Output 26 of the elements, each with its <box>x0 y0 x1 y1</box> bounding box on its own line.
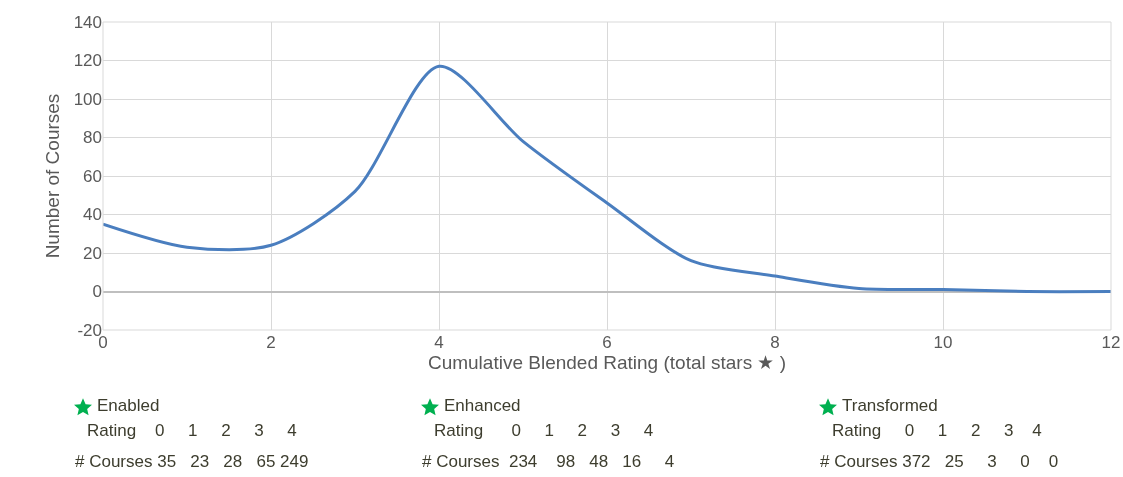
y-tick-label: 60 <box>83 166 102 186</box>
x-tick-label: 4 <box>434 333 444 352</box>
text: Transformed <box>842 396 938 416</box>
line-series <box>103 64 1111 294</box>
y-tick-label: 40 <box>83 205 102 225</box>
x-tick-label: 8 <box>770 333 780 352</box>
text: Rating 0 1 2 3 4 <box>434 421 654 441</box>
text: Enhanced <box>444 396 521 416</box>
y-tick-label: 80 <box>83 128 102 148</box>
y-axis-title: Number of Courses <box>42 93 64 259</box>
y-tick-label: 20 <box>83 243 102 263</box>
x-tick-label: 2 <box>266 333 276 352</box>
text: Rating 0 1 2 3 4 <box>832 421 1042 441</box>
x-tick-label: 12 <box>1101 333 1121 352</box>
text: # Courses 234 98 48 16 4 <box>422 452 675 472</box>
x-tick-label: 10 <box>933 333 953 352</box>
y-tick-label: 100 <box>73 89 102 109</box>
y-tick-label: 120 <box>73 51 102 71</box>
x-axis-title: Cumulative Blended Rating (total stars ★ ) <box>427 352 787 373</box>
text: Rating 0 1 2 3 4 <box>87 421 297 441</box>
x-tick-label: 6 <box>602 333 612 352</box>
y-tick-label: 0 <box>92 282 102 302</box>
text: # Courses 35 23 28 65 249 <box>75 452 309 472</box>
y-tick-label: 140 <box>73 12 102 32</box>
text: # Courses 372 25 3 0 0 <box>820 452 1059 472</box>
text: Enabled <box>97 396 160 416</box>
